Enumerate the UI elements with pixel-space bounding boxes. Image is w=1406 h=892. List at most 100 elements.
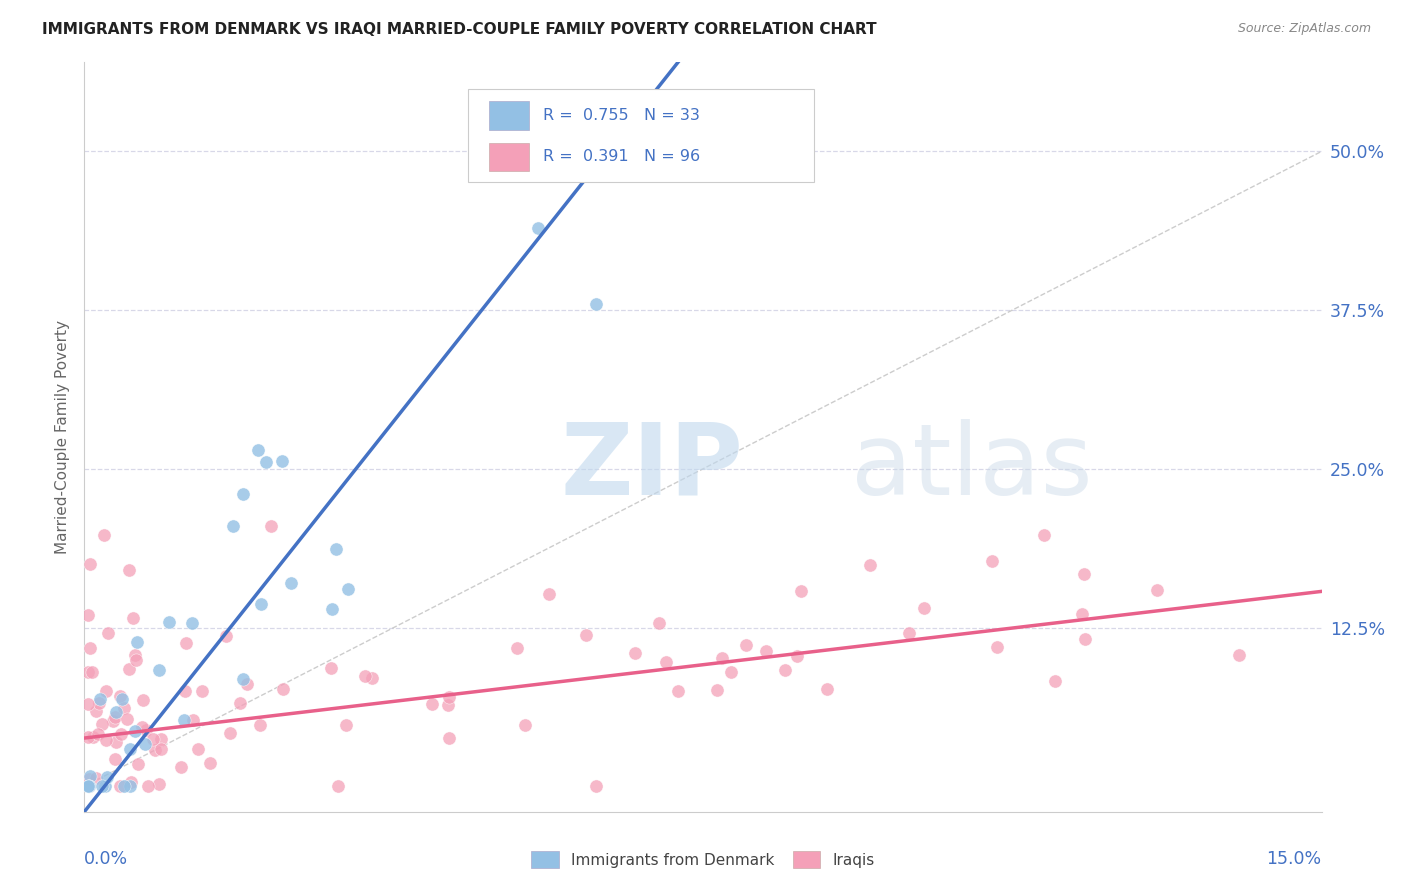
Point (125, 653, 148, 667)
Point (110, 689, 132, 703)
Point (236, 676, 259, 690)
Point (157, 615, 180, 629)
Point (148, 663, 170, 677)
Point (135, 723, 157, 737)
Point (527, 220, 550, 235)
Point (735, 638, 758, 652)
Text: ZIP: ZIP (561, 418, 744, 516)
Point (170, 759, 193, 773)
Point (1227, 648, 1250, 662)
Point (134, 737, 156, 751)
Point (108, 780, 131, 794)
Point (624, 646, 647, 660)
Point (191, 683, 214, 698)
Point (271, 454, 294, 468)
Point (94, 780, 117, 794)
Point (84, 771, 107, 785)
Point (1074, 632, 1097, 646)
Point (755, 644, 778, 658)
Point (710, 651, 733, 665)
Legend: Immigrants from Denmark, Iraqis: Immigrants from Denmark, Iraqis (531, 851, 875, 868)
Point (143, 743, 166, 757)
Point (655, 655, 678, 669)
Text: R =  0.391   N = 96: R = 0.391 N = 96 (543, 149, 700, 164)
Point (79, 557, 101, 571)
Point (326, 780, 349, 794)
Point (720, 665, 742, 679)
Point (120, 742, 142, 756)
Text: R =  0.755   N = 33: R = 0.755 N = 33 (543, 108, 700, 123)
Point (79, 640, 101, 655)
Point (96, 683, 118, 698)
Point (105, 735, 128, 749)
Point (77, 730, 100, 744)
Point (439, 690, 461, 704)
Point (112, 780, 135, 794)
Point (790, 584, 813, 599)
Point (77, 607, 100, 622)
Point (125, 635, 148, 649)
Point (513, 718, 536, 732)
Point (271, 682, 294, 697)
Point (131, 720, 153, 734)
Y-axis label: Married-Couple Family Poverty: Married-Couple Family Poverty (55, 320, 70, 554)
Point (174, 684, 197, 698)
Point (105, 705, 128, 719)
Point (94, 733, 117, 747)
Point (187, 742, 209, 756)
Point (79, 769, 101, 783)
Point (986, 640, 1008, 654)
Point (198, 756, 221, 770)
Point (1043, 673, 1066, 688)
Point (335, 717, 357, 731)
Point (706, 683, 728, 698)
Point (104, 752, 127, 766)
Point (325, 542, 347, 557)
Point (97, 625, 120, 640)
Point (77, 780, 100, 794)
Point (232, 672, 254, 686)
Point (180, 616, 202, 631)
Point (260, 519, 283, 533)
Point (181, 713, 204, 727)
Text: 0.0%: 0.0% (84, 850, 128, 868)
Point (142, 731, 165, 746)
Point (89, 696, 111, 710)
Point (506, 640, 529, 655)
Point (120, 780, 142, 794)
Point (912, 601, 935, 615)
Point (79, 780, 101, 794)
Point (249, 718, 271, 732)
Point (980, 554, 1002, 568)
Point (87, 726, 110, 740)
Point (1032, 528, 1054, 542)
Point (149, 731, 172, 746)
Point (1071, 607, 1094, 621)
FancyBboxPatch shape (489, 143, 529, 171)
Point (84, 704, 107, 718)
Point (420, 698, 443, 712)
Point (174, 636, 197, 650)
Point (222, 519, 245, 533)
Text: atlas: atlas (852, 418, 1092, 516)
Point (148, 777, 170, 791)
Point (246, 442, 269, 457)
Point (219, 726, 242, 740)
Point (127, 757, 149, 772)
Point (110, 726, 132, 740)
Point (77, 780, 100, 794)
Point (112, 701, 135, 715)
Point (124, 648, 146, 663)
Point (136, 780, 159, 794)
Point (250, 597, 273, 611)
Point (228, 696, 250, 710)
Text: 15.0%: 15.0% (1267, 850, 1322, 868)
Point (775, 663, 797, 677)
Point (91, 717, 114, 731)
Point (232, 487, 254, 501)
FancyBboxPatch shape (489, 102, 529, 130)
Point (101, 714, 124, 729)
Point (173, 713, 195, 727)
Point (89, 691, 111, 706)
Point (575, 628, 598, 642)
